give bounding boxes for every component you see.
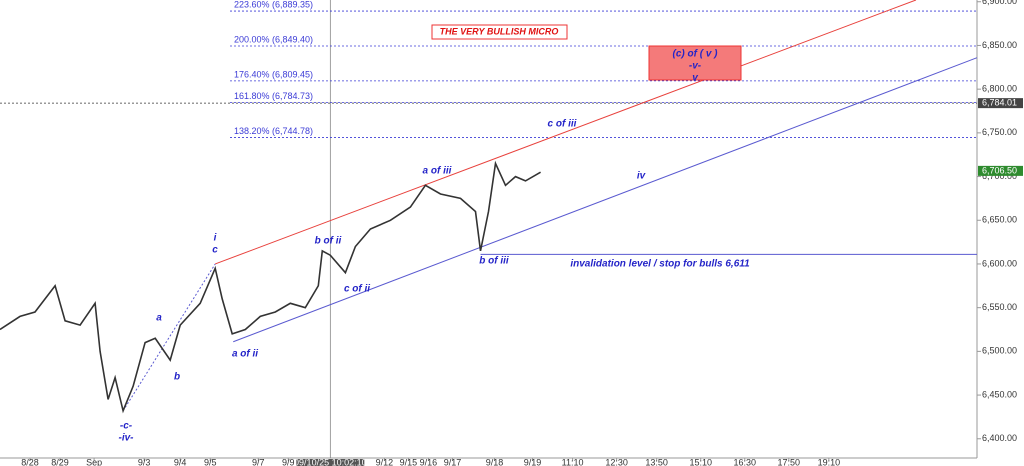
wave-label: -iv- — [119, 433, 135, 444]
x-tick-label: 9/12 — [376, 457, 394, 466]
y-tick-label: 6,500.00 — [982, 346, 1017, 356]
wave-label: a — [156, 313, 162, 324]
x-tick-label: 12:30 — [605, 457, 628, 466]
y-tick-label: 6,650.00 — [982, 215, 1017, 225]
target-label: (c) of ( v ) — [673, 49, 719, 60]
fib-label: 176.40% (6,809.45) — [234, 69, 313, 79]
crosshair-label-bg — [296, 459, 365, 466]
y-tick-label: 6,450.00 — [982, 389, 1017, 399]
y-tick-label: 6,900.00 — [982, 0, 1017, 6]
x-tick-label: 9/3 — [138, 457, 151, 466]
fib-label: 223.60% (6,889.35) — [234, 0, 313, 9]
price-line — [0, 160, 541, 414]
channel-line — [233, 57, 978, 343]
wave-label: c of iii — [548, 119, 577, 130]
wave-label: b of ii — [315, 236, 342, 247]
x-tick-label: 16:30 — [733, 457, 756, 466]
wave-label: invalidation level / stop for bulls 6,61… — [570, 259, 750, 270]
wave-label: a of ii — [232, 349, 258, 360]
target-label: -v- — [689, 61, 702, 72]
x-tick-label: 9/4 — [174, 457, 187, 466]
wave-label: -c- — [120, 421, 133, 432]
wave-label: b of iii — [479, 256, 509, 267]
x-tick-label: 13:50 — [645, 457, 668, 466]
fib-label: 138.20% (6,744.78) — [234, 126, 313, 136]
crosshair-label: 09/10/25 10:02:10 — [294, 457, 367, 466]
x-tick-label: 9/7 — [252, 457, 265, 466]
x-tick-label: 15:10 — [689, 457, 712, 466]
chart-title: THE VERY BULLISH MICRO — [440, 26, 559, 36]
x-tick-label: 9/18 — [486, 457, 504, 466]
target-box — [648, 45, 742, 81]
wave-label: i — [214, 233, 217, 244]
wave-label: a of iii — [423, 166, 452, 177]
x-tick-label: 11:10 — [562, 457, 584, 466]
price-marker-label: 6,784.01 — [982, 98, 1017, 108]
x-tick-label: 9/9 — [282, 457, 295, 466]
x-tick-label: 9/17 — [444, 457, 462, 466]
price-marker-bg — [978, 98, 1023, 109]
y-tick-label: 6,850.00 — [982, 40, 1017, 50]
y-tick-label: 6,550.00 — [982, 302, 1017, 312]
x-tick-label: 9/16 — [420, 457, 438, 466]
title-box — [431, 24, 568, 40]
x-tick-label: 8/28 — [21, 457, 39, 466]
target-label: v — [692, 73, 699, 84]
wave-label: c of ii — [344, 284, 370, 295]
wave-label: b — [174, 372, 180, 383]
x-tick-label: 9/15 — [400, 457, 418, 466]
wave-label: c — [212, 245, 218, 256]
x-tick-label: 19:10 — [818, 457, 841, 466]
x-tick-label: 9/5 — [204, 457, 217, 466]
last-price-label: 6,706.50 — [982, 165, 1017, 175]
last-price-bg — [978, 165, 1023, 176]
y-tick-label: 6,400.00 — [982, 433, 1017, 443]
x-tick-label: Sep — [86, 457, 102, 466]
guide-line — [122, 263, 216, 412]
y-tick-label: 6,750.00 — [982, 127, 1017, 137]
channel-line — [215, 0, 917, 265]
x-tick-label: 8/29 — [51, 457, 69, 466]
y-tick-label: 6,700.00 — [982, 171, 1017, 181]
y-tick-label: 6,800.00 — [982, 84, 1017, 94]
x-tick-label: 9/19 — [524, 457, 542, 466]
fib-label: 200.00% (6,849.40) — [234, 34, 313, 44]
wave-label: iv — [637, 171, 647, 182]
fib-label: 161.80% (6,784.73) — [234, 91, 313, 101]
x-tick-label: 17:50 — [778, 457, 801, 466]
y-tick-label: 6,600.00 — [982, 258, 1017, 268]
